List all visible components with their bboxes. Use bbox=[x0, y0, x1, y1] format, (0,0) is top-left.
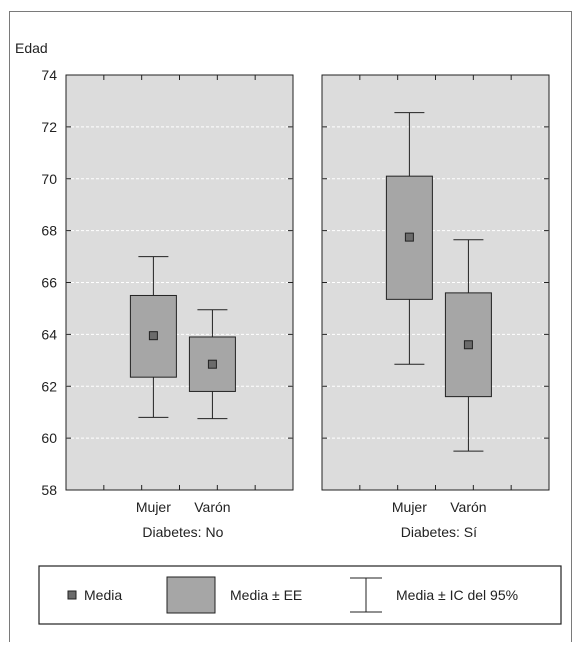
legend-box bbox=[38, 565, 562, 625]
panel-label: Diabetes: Sí bbox=[401, 524, 477, 540]
category-label: Mujer bbox=[136, 499, 171, 515]
y-tick-label: 68 bbox=[41, 223, 57, 239]
mean-marker bbox=[207, 359, 217, 369]
mean-marker bbox=[463, 340, 473, 350]
legend-label-ee: Media ± EE bbox=[230, 587, 302, 603]
legend-label-media: Media bbox=[84, 587, 122, 603]
legend-label-ic: Media ± IC del 95% bbox=[396, 587, 518, 603]
y-tick-label: 74 bbox=[41, 67, 57, 83]
category-label: Varón bbox=[450, 499, 486, 515]
mean-marker bbox=[148, 331, 158, 341]
mean-marker bbox=[404, 232, 414, 242]
legend-mean-swatch bbox=[67, 590, 77, 600]
figure-frame bbox=[9, 11, 572, 642]
y-tick-label: 64 bbox=[41, 326, 57, 342]
y-tick-label: 60 bbox=[41, 430, 57, 446]
y-tick-label: 72 bbox=[41, 119, 57, 135]
legend-box-swatch bbox=[166, 576, 216, 614]
category-label: Varón bbox=[194, 499, 230, 515]
y-tick-label: 66 bbox=[41, 275, 57, 291]
y-axis-label: Edad bbox=[15, 40, 48, 56]
panel-label: Diabetes: No bbox=[142, 524, 223, 540]
y-tick-label: 62 bbox=[41, 378, 57, 394]
category-label: Mujer bbox=[392, 499, 427, 515]
y-tick-label: 58 bbox=[41, 482, 57, 498]
y-tick-label: 70 bbox=[41, 171, 57, 187]
